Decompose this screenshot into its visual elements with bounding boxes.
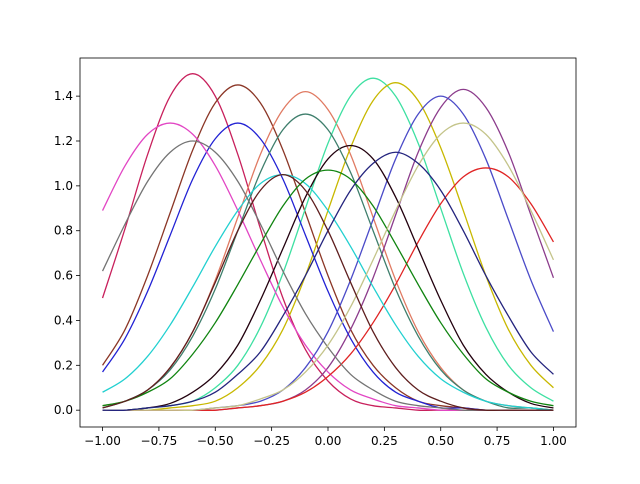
x-tick-label: −1.00	[84, 434, 121, 448]
y-tick-label: 0.0	[54, 403, 73, 417]
y-tick-label: 0.8	[54, 224, 73, 238]
line-series	[102, 169, 554, 407]
x-tick-label: −0.50	[197, 434, 234, 448]
plot-lines	[101, 73, 555, 411]
x-tick-label: 1.00	[540, 434, 567, 448]
y-tick-label: 0.6	[54, 269, 73, 283]
y-tick-label: 1.2	[54, 134, 73, 148]
x-tick-label: −0.75	[141, 434, 178, 448]
y-tick-label: 1.0	[54, 179, 73, 193]
y-tick-label: 0.4	[54, 313, 73, 327]
x-tick-label: 0.75	[484, 434, 511, 448]
x-tick-label: −0.25	[253, 434, 290, 448]
line-series	[102, 144, 554, 411]
line-series	[102, 173, 554, 411]
x-tick-label: 0.25	[371, 434, 398, 448]
line-series	[102, 173, 554, 411]
y-tick-label: 0.2	[54, 358, 73, 372]
x-tick-label: 0.00	[315, 434, 342, 448]
y-tick-label: 1.4	[54, 89, 73, 103]
line-series	[102, 122, 555, 411]
x-tick-label: 0.50	[427, 434, 454, 448]
